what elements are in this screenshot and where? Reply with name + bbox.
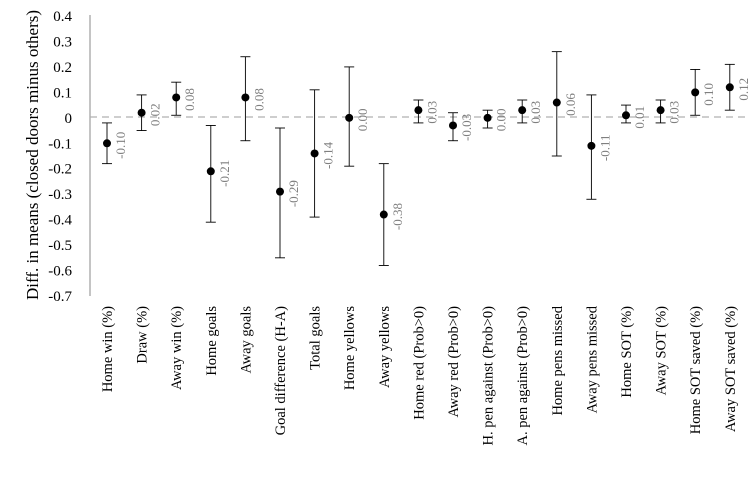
data-label: -0.38 xyxy=(390,203,405,230)
data-point xyxy=(483,113,492,122)
y-tick-label: -0.3 xyxy=(48,187,72,203)
data-point xyxy=(137,108,146,117)
y-tick-label: -0.2 xyxy=(48,162,72,178)
y-tick-label: -0.4 xyxy=(48,213,72,229)
data-point xyxy=(172,93,181,102)
y-axis-ticks: 0.4 0.3 0.2 0.1 0 -0.1 -0.2 -0.3 -0.4 -0.5 -0.6 -0.… xyxy=(48,9,72,305)
y-tick-label: -0.5 xyxy=(48,238,72,254)
y-tick-label: 0.3 xyxy=(53,34,72,50)
data-point xyxy=(310,149,319,158)
y-tick-label: 0.1 xyxy=(53,85,72,101)
x-tick-label: Home SOT (%) xyxy=(619,306,635,398)
data-label: 0.12 xyxy=(736,78,751,101)
data-point xyxy=(414,106,423,115)
x-tick-label: Goal difference (H-A) xyxy=(273,306,289,436)
x-tick-label: Total goals xyxy=(308,306,324,370)
data-label: -0.10 xyxy=(113,132,128,159)
data-point xyxy=(691,88,700,97)
x-tick-label: Draw (%) xyxy=(135,306,151,364)
x-tick-label: Home SOT saved (%) xyxy=(688,306,704,434)
data-label: -0.21 xyxy=(217,160,232,187)
x-tick-label: Away red (Prob>0) xyxy=(446,306,462,418)
data-point xyxy=(241,93,250,102)
data-label: 0.00 xyxy=(494,108,509,131)
data-label: 0.01 xyxy=(632,106,647,129)
y-tick-label: 0.4 xyxy=(53,9,72,25)
data-point xyxy=(656,106,665,115)
data-label: -0.14 xyxy=(321,141,336,169)
x-tick-label: Away SOT saved (%) xyxy=(723,306,739,432)
y-tick-label: -0.1 xyxy=(48,136,72,152)
x-tick-label: Away pens missed xyxy=(584,305,600,413)
data-label: 0.03 xyxy=(424,101,439,124)
data-point xyxy=(552,98,561,107)
data-point xyxy=(725,83,734,92)
x-tick-label: A. pen against (Prob>0) xyxy=(515,306,531,446)
data-point xyxy=(345,113,354,122)
data-label: 0.00 xyxy=(355,108,370,131)
data-point xyxy=(276,187,284,196)
data-series: -0.10 0.02 0.08 -0.21 0.08 -0.29 -0.14 0.00 -0.3… xyxy=(102,51,751,266)
y-tick-label: 0.2 xyxy=(53,60,72,76)
x-tick-label: Home win (%) xyxy=(100,306,116,392)
data-label: 0.10 xyxy=(701,83,716,106)
x-tick-label: Away win (%) xyxy=(169,306,185,390)
data-point xyxy=(379,210,388,219)
y-tick-label: -0.7 xyxy=(48,289,72,305)
data-point xyxy=(206,167,215,176)
x-tick-label: Away goals xyxy=(238,306,254,374)
data-point xyxy=(449,121,457,130)
y-axis-title: Diff. in means (closed doors minus other… xyxy=(23,10,42,300)
data-label: 0.06 xyxy=(563,93,578,116)
x-tick-label: Home red (Prob>0) xyxy=(411,306,427,420)
data-point xyxy=(103,139,111,148)
data-label: -0.03 xyxy=(459,114,474,141)
x-tick-label: Away SOT (%) xyxy=(654,306,670,396)
data-point xyxy=(587,141,596,150)
x-tick-label: Away yellows xyxy=(377,306,393,388)
y-tick-label: -0.6 xyxy=(48,264,72,280)
data-label: -0.11 xyxy=(597,135,612,162)
y-tick-label: 0 xyxy=(65,111,73,127)
data-label: 0.02 xyxy=(148,103,163,126)
x-tick-label: H. pen against (Prob>0) xyxy=(481,306,497,446)
data-label: -0.29 xyxy=(286,180,301,207)
data-label: 0.03 xyxy=(667,101,682,124)
data-label: 0.08 xyxy=(251,88,266,111)
data-point xyxy=(518,106,527,115)
x-tick-label: Home pens missed xyxy=(550,305,566,415)
x-axis-labels: Home win (%) Draw (%) Away win (%) Home goa… xyxy=(100,305,739,445)
data-point xyxy=(622,111,630,120)
x-tick-label: Home goals xyxy=(204,306,220,376)
data-label: 0.03 xyxy=(528,101,543,124)
data-label: 0.08 xyxy=(182,88,197,111)
x-tick-label: Home yellows xyxy=(342,306,358,391)
